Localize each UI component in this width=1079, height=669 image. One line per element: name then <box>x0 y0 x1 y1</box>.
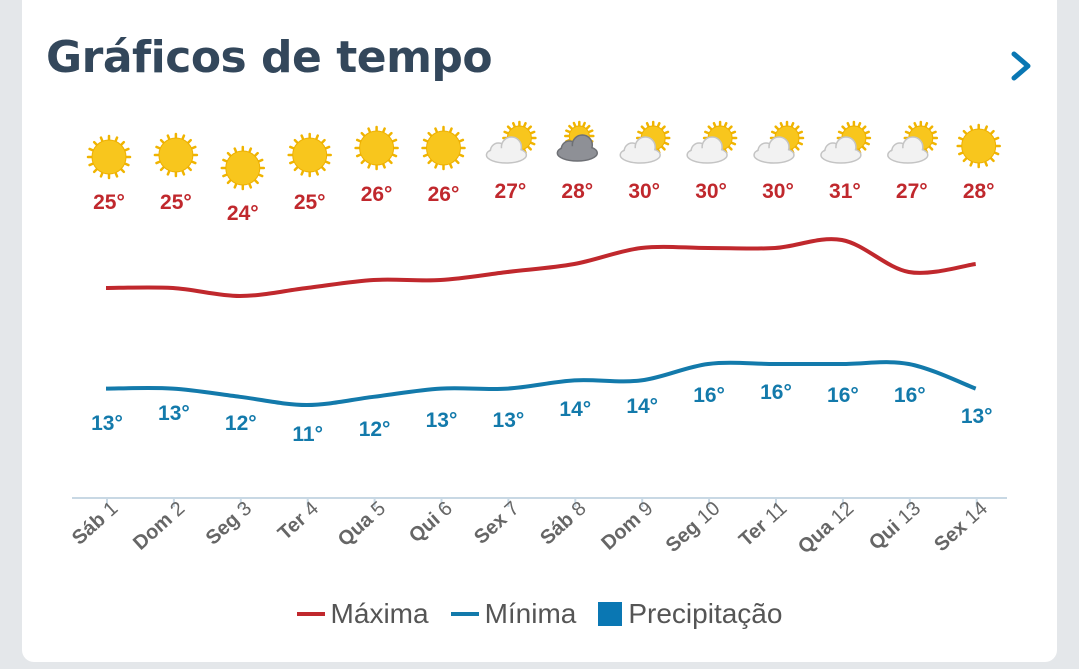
partly-cloudy-icon-10 <box>686 120 738 164</box>
sun-icon-2 <box>153 132 199 178</box>
cloudy-icon-8 <box>556 120 599 162</box>
min-swatch <box>450 612 479 616</box>
max-label-7: 27° <box>495 180 527 203</box>
x-tick-label-11: Ter 11 <box>735 497 791 551</box>
x-tick-label-10: Seg 10 <box>662 497 725 557</box>
x-tick-label-9: Dom 9 <box>597 497 657 554</box>
weather-chart-card: Gráficos de tempo 25° 25° 24° 25° 26° 26° 27° 2… <box>22 0 1057 662</box>
min-label-12: 16° <box>827 384 859 407</box>
partly-cloudy-icon-7 <box>485 120 537 164</box>
x-tick-label-7: Sex 7 <box>470 497 524 548</box>
partly-cloudy-icon-9 <box>619 120 671 164</box>
sun-icon-1 <box>86 134 132 180</box>
sun-icon-14 <box>956 123 1001 169</box>
legend-item-precip[interactable]: Precipitação <box>598 598 782 630</box>
max-label-3: 24° <box>227 202 259 225</box>
min-label-7: 13° <box>493 409 525 432</box>
min-label-1: 13° <box>91 412 123 435</box>
max-label-10: 30° <box>695 180 727 203</box>
min-label-3: 12° <box>225 412 257 435</box>
legend-label-min: Mínima <box>484 598 577 629</box>
x-tick-label-1: Sáb 1 <box>68 497 122 549</box>
x-tick-label-14: Sex 14 <box>930 497 992 556</box>
max-label-8: 28° <box>561 180 593 203</box>
max-label-14: 28° <box>963 180 995 203</box>
page-title: Gráficos de tempo <box>46 32 493 83</box>
sun-icon-3 <box>220 145 266 191</box>
max-label-2: 25° <box>160 191 192 214</box>
partly-cloudy-icon-12 <box>820 120 872 164</box>
legend-label-precip: Precipitação <box>628 598 783 629</box>
legend-item-min[interactable]: Mínima <box>450 598 577 630</box>
sun-icon-6 <box>421 125 466 171</box>
min-label-6: 13° <box>426 409 458 432</box>
legend-item-max[interactable]: Máxima <box>296 598 429 630</box>
next-button[interactable] <box>1005 46 1039 86</box>
x-tick-label-13: Qui 13 <box>865 497 925 554</box>
min-label-9: 14° <box>626 395 658 418</box>
x-tick-label-6: Qui 6 <box>405 497 457 547</box>
sun-icon-5 <box>354 125 399 171</box>
series-line-min <box>105 360 977 408</box>
max-label-12: 31° <box>829 180 861 203</box>
x-tick-label-12: Qua 12 <box>794 497 858 558</box>
min-label-8: 14° <box>559 398 591 421</box>
legend-label-max: Máxima <box>330 598 429 629</box>
max-label-6: 26° <box>428 183 460 206</box>
sun-icon-4 <box>287 132 332 178</box>
min-label-5: 12° <box>359 418 391 441</box>
series-line-max <box>105 237 976 299</box>
max-label-9: 30° <box>628 180 660 203</box>
x-tick-label-5: Qua 5 <box>334 497 390 551</box>
min-label-13: 16° <box>894 384 926 407</box>
min-label-11: 16° <box>760 381 792 404</box>
max-label-5: 26° <box>361 183 393 206</box>
min-label-14: 13° <box>961 405 993 428</box>
temperature-chart: 25° 25° 24° 25° 26° 26° 27° 28° 30° 30° 30° 31° 27° 2… <box>68 120 1007 558</box>
min-label-4: 11° <box>292 423 323 446</box>
max-label-11: 30° <box>762 180 794 203</box>
legend: Máxima Mínima Precipitação <box>22 598 1057 630</box>
min-label-10: 16° <box>693 384 725 407</box>
max-swatch <box>296 612 325 616</box>
partly-cloudy-icon-13 <box>887 120 939 164</box>
x-tick-label-8: Sáb 8 <box>536 497 590 549</box>
precip-swatch <box>598 602 623 626</box>
max-label-1: 25° <box>93 191 125 214</box>
chevron-right-icon <box>1011 51 1031 81</box>
partly-cloudy-icon-11 <box>753 120 805 164</box>
min-label-2: 13° <box>158 402 190 425</box>
max-label-4: 25° <box>294 191 326 214</box>
max-label-13: 27° <box>896 180 928 203</box>
x-tick-label-3: Seg 3 <box>202 497 256 549</box>
x-tick-label-4: Ter 4 <box>274 497 323 544</box>
x-tick-label-2: Dom 2 <box>129 497 189 554</box>
